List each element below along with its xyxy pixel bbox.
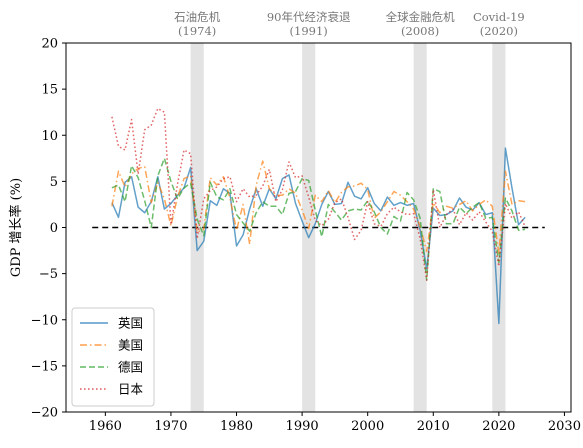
event-label-title-3: Covid-19 <box>473 10 525 24</box>
y-tick-label-6: 10 <box>41 129 58 144</box>
y-tick-label-0: −20 <box>31 406 58 421</box>
legend-label-0: 英国 <box>118 316 143 331</box>
event-label-year-2: (2008) <box>401 24 439 38</box>
event-labels-layer: 石油危机(1974) 90年代经济衰退(1991) 全球金融危机(2008) Covi… <box>174 10 525 38</box>
y-tick-label-5: 5 <box>50 175 58 190</box>
series-layer <box>111 107 526 325</box>
event-label-year-3: (2020) <box>480 24 518 38</box>
x-tick-label-2: 1980 <box>220 419 253 434</box>
x-tick-label-5: 2010 <box>417 419 450 434</box>
y-tick-label-7: 15 <box>41 83 58 98</box>
event-label-title-2: 全球金融危机 <box>386 10 455 24</box>
y-tick-label-1: −15 <box>31 359 58 374</box>
legend-label-3: 日本 <box>118 382 144 397</box>
x-tick-label-1: 1970 <box>154 419 187 434</box>
event-label-title-1: 90年代经济衰退 <box>267 10 351 24</box>
y-axis-label: GDP 增长率 (%) <box>8 178 24 277</box>
series-line-3 <box>111 107 526 281</box>
x-tick-label-4: 2000 <box>351 419 384 434</box>
x-axis: 1960 1970 1980 1990 2000 2010 2020 2030 <box>89 412 581 434</box>
series-line-2 <box>111 157 526 281</box>
x-tick-label-6: 2020 <box>482 419 515 434</box>
series-line-0 <box>111 147 526 325</box>
y-axis: −20 −15 −10 −5 0 5 10 15 20 <box>31 37 66 421</box>
x-tick-label-3: 1990 <box>286 419 319 434</box>
legend-label-2: 德国 <box>118 360 143 375</box>
event-band-3 <box>492 43 506 412</box>
legend-label-1: 美国 <box>118 338 143 353</box>
y-tick-label-8: 20 <box>41 37 58 52</box>
x-tick-label-0: 1960 <box>89 419 122 434</box>
event-label-year-0: (1974) <box>178 24 216 38</box>
event-shading-layer <box>190 43 506 412</box>
event-label-title-0: 石油危机 <box>174 10 220 24</box>
legend-box <box>71 307 155 407</box>
series-line-1 <box>111 160 526 255</box>
y-tick-label-2: −10 <box>31 313 58 328</box>
event-label-year-1: (1991) <box>290 24 328 38</box>
x-tick-label-7: 2030 <box>548 419 581 434</box>
y-tick-label-4: 0 <box>50 221 58 236</box>
y-tick-label-3: −5 <box>39 267 58 282</box>
